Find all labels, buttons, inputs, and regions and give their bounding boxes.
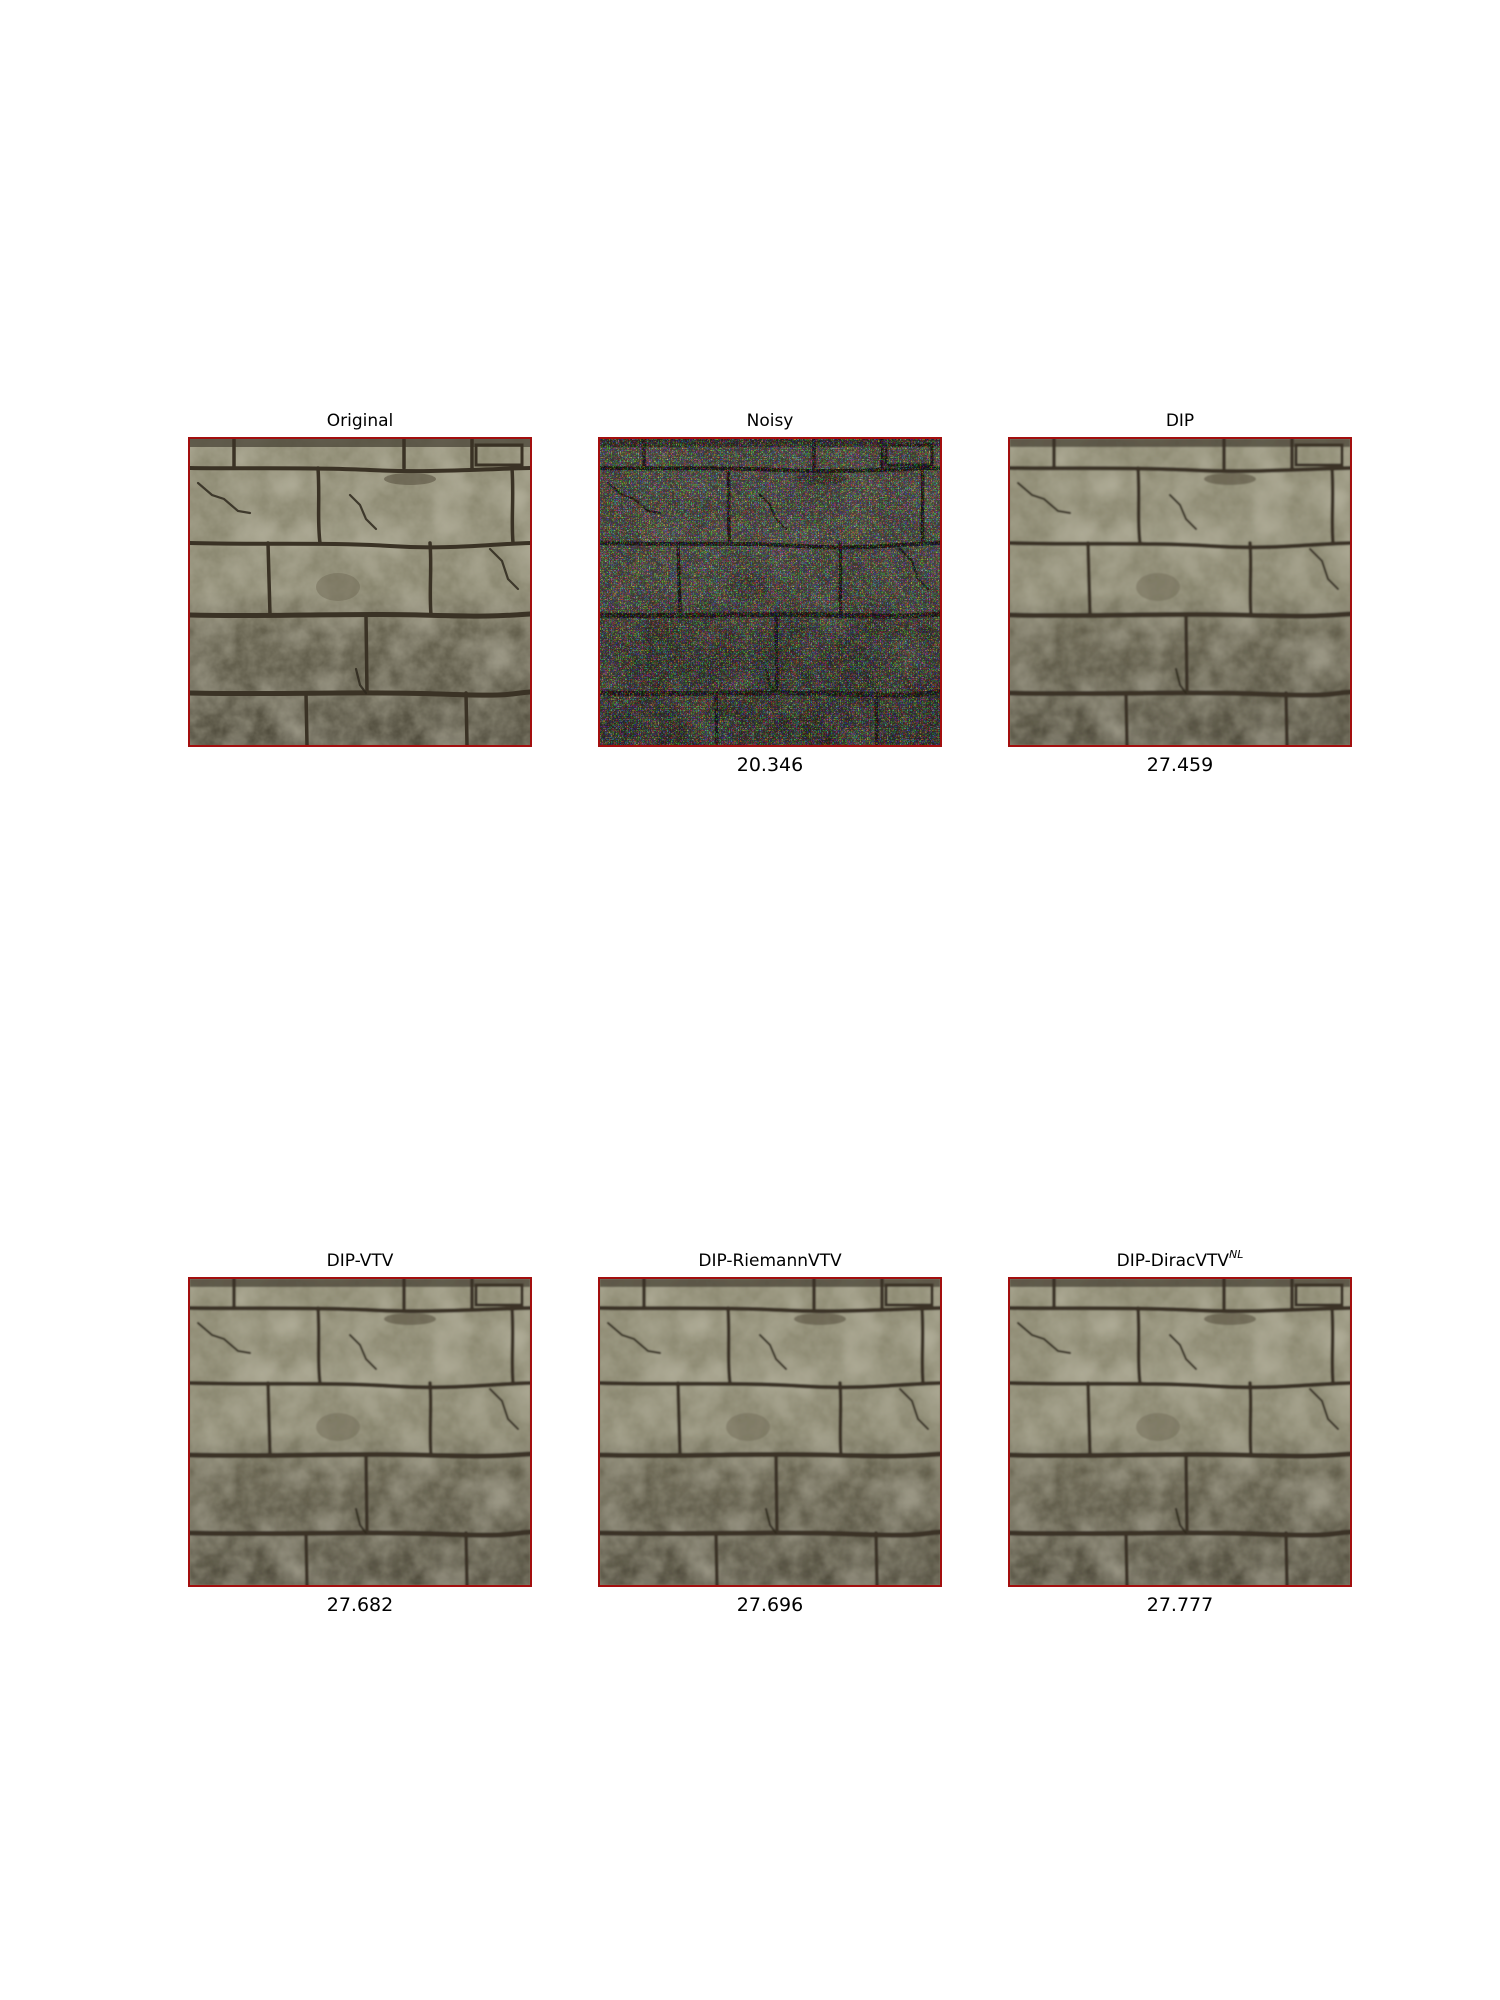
image-frame [188, 437, 532, 747]
image-frame [598, 1277, 942, 1587]
brick-wall-image [190, 439, 530, 745]
panel-title: Noisy [746, 411, 794, 431]
brick-wall-image-denoised [1010, 439, 1350, 745]
panel-title: DIP-DiracVTVNL [1116, 1248, 1244, 1271]
psnr-score: 20.346 [736, 754, 804, 776]
image-frame [1008, 437, 1352, 747]
brick-wall-image-noisy [600, 439, 940, 745]
image-frame [188, 1277, 532, 1587]
brick-wall-image-denoised [1010, 1279, 1350, 1585]
psnr-score: 27.696 [736, 1594, 804, 1616]
panel-title: DIP [1165, 411, 1195, 431]
psnr-score: 27.682 [326, 1594, 394, 1616]
brick-wall-image-denoised [600, 1279, 940, 1585]
psnr-score: 27.459 [1146, 754, 1214, 776]
brick-wall-image-denoised [190, 1279, 530, 1585]
panel-title: DIP-RiemannVTV [698, 1251, 842, 1271]
psnr-score: 27.777 [1146, 1594, 1214, 1616]
image-frame [598, 437, 942, 747]
panel-title: Original [326, 411, 394, 431]
image-frame [1008, 1277, 1352, 1587]
panel-title: DIP-VTV [326, 1251, 394, 1271]
